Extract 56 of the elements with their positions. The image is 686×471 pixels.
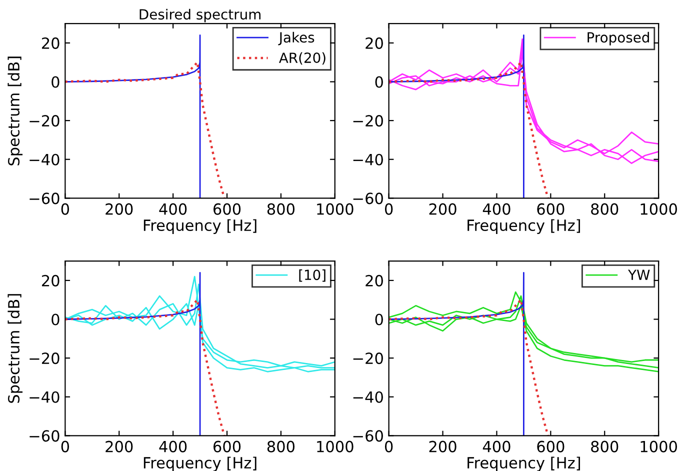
y-tick-label: −40 [30, 391, 60, 403]
legend-label: [10] [299, 269, 326, 282]
y-tick-label: −40 [353, 154, 383, 166]
legend-label: YW [628, 270, 650, 280]
y-tick-label: 20 [42, 37, 60, 49]
y-tick-label: 0 [52, 314, 60, 326]
chart-title: Desired spectrum [140, 8, 260, 22]
x-tick-label: 0 [384, 440, 393, 452]
y-tick-label: −60 [353, 430, 383, 442]
y-tick-label: −60 [30, 192, 60, 204]
legend-label: AR(20) [279, 52, 326, 65]
legend-label: Proposed [588, 32, 649, 46]
x-tick-label: 600 [213, 203, 241, 215]
x-tick-label: 0 [61, 440, 70, 452]
y-tick-label: −20 [353, 115, 383, 127]
y-tick-label: −20 [30, 115, 60, 127]
x-tick-label: 600 [537, 203, 564, 215]
x-tick-label: 400 [159, 440, 187, 452]
x-tick-label: 200 [429, 440, 456, 452]
x-tick-label: 800 [267, 440, 295, 452]
y-axis-title: Spectrum [dB] [8, 294, 23, 403]
y-tick-label: 20 [366, 274, 383, 286]
y-tick-label: −60 [30, 430, 60, 442]
x-tick-label: 600 [537, 440, 564, 452]
x-tick-label: 1000 [640, 203, 677, 215]
y-tick-label: −40 [30, 154, 60, 166]
y-axis-title: Spectrum [dB] [8, 56, 23, 166]
x-tick-label: 200 [429, 203, 456, 215]
y-tick-label: 0 [52, 76, 60, 88]
y-tick-label: −20 [353, 352, 383, 364]
y-tick-label: 20 [42, 274, 60, 286]
x-axis-title: Frequency [Hz] [468, 219, 580, 234]
x-tick-label: 400 [482, 203, 510, 215]
x-tick-label: 0 [384, 203, 393, 215]
x-tick-label: 0 [61, 203, 70, 215]
legend-label: Jakes [278, 32, 314, 46]
x-tick-label: 200 [106, 440, 133, 452]
x-tick-label: 600 [213, 440, 241, 452]
x-tick-label: 800 [591, 203, 618, 215]
x-tick-label: 400 [482, 440, 510, 452]
x-tick-label: 200 [106, 203, 133, 215]
x-tick-label: 1000 [640, 440, 677, 452]
y-tick-label: −20 [30, 352, 60, 364]
x-axis-title: Frequency [Hz] [144, 219, 256, 234]
x-axis-title: Frequency [Hz] [144, 456, 256, 471]
y-tick-label: 0 [375, 314, 383, 326]
x-tick-label: 400 [159, 203, 187, 215]
y-tick-label: 0 [375, 76, 383, 88]
y-tick-label: 20 [366, 37, 383, 49]
x-tick-label: 1000 [317, 203, 354, 215]
x-tick-label: 800 [591, 440, 618, 452]
x-axis-title: Frequency [Hz] [468, 456, 580, 471]
x-tick-label: 1000 [317, 440, 354, 452]
y-tick-label: −60 [353, 192, 383, 204]
x-tick-label: 800 [267, 203, 295, 215]
y-tick-label: −40 [353, 391, 383, 403]
